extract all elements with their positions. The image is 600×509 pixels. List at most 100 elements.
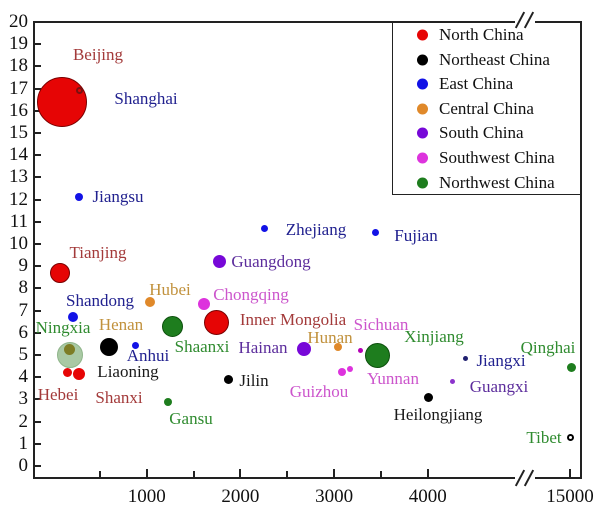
y-tick-label-3: 3 [18, 388, 29, 410]
marker-inner-mongolia [204, 310, 230, 336]
bottom-axis-break-gap [515, 476, 535, 482]
marker-anhui [131, 341, 139, 349]
legend-label-south-china: South China [439, 123, 524, 143]
label-hebei: Hebei [37, 385, 79, 404]
y-tick-label-7: 7 [18, 299, 29, 321]
marker-jiangxi [462, 355, 468, 361]
marker-sichuan [357, 348, 363, 354]
label-beijing: Beijing [72, 45, 124, 64]
x-tick-label-4000: 4000 [408, 486, 447, 507]
label-guizhou: Guizhou [289, 382, 349, 401]
y-tick-9 [34, 265, 41, 268]
marker-jiangsu [75, 193, 84, 202]
legend-row-central-china: Central China [393, 98, 580, 120]
legend-label-north-china: North China [439, 25, 524, 44]
y-tick-16 [34, 109, 41, 112]
marker-shanxi [73, 367, 86, 380]
y-tick-label-14: 14 [9, 144, 28, 166]
label-anhui: Anhui [126, 346, 170, 365]
marker-hainan [297, 342, 312, 357]
label-ningxia: Ningxia [35, 318, 91, 337]
marker-beijing [37, 76, 88, 127]
label-hubei: Hubei [149, 280, 191, 299]
label-zhejiang: Zhejiang [285, 220, 347, 239]
marker-tianjing [50, 262, 71, 283]
marker-qinghai [567, 362, 577, 372]
marker-chongqing [197, 297, 210, 310]
y-tick-label-19: 19 [9, 33, 28, 55]
x-tick-15000 [569, 469, 571, 477]
marker-hunan [333, 343, 342, 352]
x-tick-label-15000: 15000 [546, 486, 594, 507]
label-xinjiang: Xinjiang [404, 327, 464, 346]
label-shanghai: Shanghai [114, 89, 178, 108]
y-tick-label-10: 10 [9, 233, 28, 254]
marker-guizhou [337, 367, 346, 376]
x-tick-2000 [239, 469, 242, 477]
legend-row-south-china: South China [393, 122, 580, 144]
legend-row-northeast-china: Northeast China [393, 49, 580, 71]
x-minor-tick-1500 [192, 471, 195, 477]
y-tick-label-20: 20 [9, 11, 28, 32]
x-minor-tick-2500 [286, 471, 289, 477]
plot-area [33, 21, 582, 479]
legend-marker-southwest-icon [417, 152, 428, 164]
label-jiangxi: Jiangxi [476, 351, 526, 370]
marker-heilongjiang [424, 392, 434, 402]
y-tick-label-4: 4 [18, 366, 29, 388]
legend-row-northwest-china: Northwest China [393, 172, 580, 194]
legend-marker-north-icon [417, 29, 428, 41]
x-tick-1000 [145, 469, 148, 477]
legend-marker-northeast-icon [417, 54, 428, 66]
legend-row-north-china: North China [393, 24, 580, 46]
x-minor-tick-500 [98, 471, 101, 477]
y-tick-5 [34, 354, 41, 356]
label-tianjing: Tianjing [69, 243, 127, 262]
y-tick-label-17: 17 [9, 77, 28, 99]
y-tick-2 [34, 420, 41, 423]
y-tick-label-15: 15 [9, 122, 28, 143]
label-heilongjiang: Heilongjiang [393, 405, 483, 424]
y-tick-1 [34, 442, 41, 445]
marker-zhejiang [261, 224, 269, 232]
legend-marker-east-icon [417, 78, 428, 90]
y-tick-3 [34, 398, 41, 401]
label-chongqing: Chongqing [213, 285, 289, 304]
y-tick-11 [34, 220, 41, 223]
y-tick-label-18: 18 [9, 55, 28, 77]
y-tick-12 [34, 198, 41, 201]
x-tick-label-3000: 3000 [315, 486, 354, 507]
y-tick-8 [34, 287, 41, 290]
marker-guangxi [449, 379, 455, 385]
y-tick-label-11: 11 [9, 210, 28, 232]
label-guangdong: Guangdong [231, 252, 311, 271]
marker-liaoning [100, 338, 119, 357]
legend-label-central-china: Central China [439, 98, 534, 118]
legend-row-southwest-china: Southwest China [393, 147, 580, 169]
y-tick-label-16: 16 [9, 99, 28, 121]
label-liaoning: Liaoning [97, 362, 159, 381]
legend-label-east-china: East China [439, 74, 514, 94]
y-tick-label-5: 5 [18, 344, 29, 365]
legend-marker-northwest-icon [417, 177, 428, 189]
y-tick-label-13: 13 [9, 166, 28, 188]
legend-marker-central-icon [417, 103, 428, 115]
label-guangxi: Guangxi [469, 377, 529, 396]
legend: North China Northeast China East China Cent… [392, 21, 581, 195]
label-hainan: Hainan [238, 338, 288, 357]
marker-shaanxi [162, 315, 184, 337]
y-tick-label-6: 6 [18, 321, 29, 343]
marker-henan [64, 343, 76, 355]
y-tick-7 [34, 309, 41, 312]
y-tick-label-8: 8 [18, 277, 29, 299]
label-sichuan: Sichuan [353, 315, 409, 334]
x-minor-tick-3500 [379, 471, 382, 477]
y-tick-17 [34, 87, 41, 90]
marker-tibet [567, 433, 575, 441]
label-shanxi: Shanxi [95, 388, 143, 407]
label-qinghai: Qinghai [520, 338, 576, 357]
x-tick-label-2000: 2000 [221, 486, 260, 507]
legend-label-northeast-china: Northeast China [439, 49, 550, 69]
label-jiangsu: Jiangsu [92, 187, 144, 206]
